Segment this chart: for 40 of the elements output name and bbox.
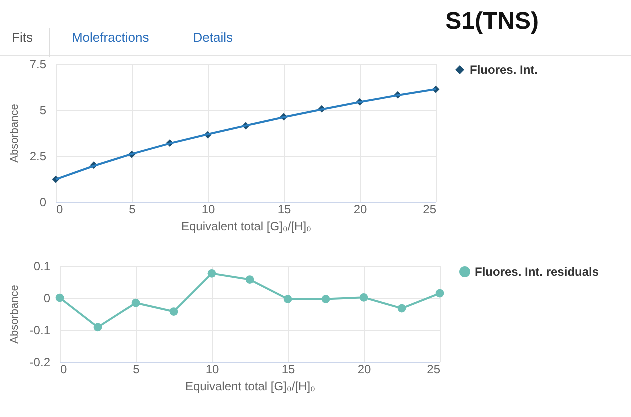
x-tick-label: 15 (278, 202, 292, 216)
x-tick-label: 25 (423, 202, 437, 216)
x-tick-label: 10 (202, 202, 216, 216)
point (94, 323, 102, 332)
legend-label: Fluores. Int. residuals (475, 265, 600, 279)
legend-label: Fluores. Int. (470, 63, 538, 77)
point (398, 304, 406, 313)
point (208, 270, 216, 278)
y-tick-label: 2.5 (30, 150, 47, 164)
point (360, 294, 368, 302)
y-tick-label: -0.2 (30, 356, 51, 370)
x-tick-label: 25 (427, 362, 441, 376)
y-axis-title: Absorbance (8, 104, 21, 163)
x-axis-title: Equivalent total [G]₀/[H]₀ (185, 380, 316, 394)
text: S1(TNS) (446, 8, 539, 35)
point (56, 294, 64, 302)
x-tick-label: 15 (282, 362, 296, 376)
point (132, 298, 140, 308)
point (284, 295, 292, 304)
text: Details (192, 29, 234, 47)
x-tick-label: 5 (129, 202, 136, 216)
point (170, 308, 178, 316)
x-tick-label: 10 (206, 362, 220, 376)
y-tick-label: 5 (40, 104, 47, 118)
y-tick-label: 7.5 (30, 58, 47, 72)
y-tick-label: -0.1 (30, 324, 51, 338)
x-tick-label: 20 (354, 202, 368, 216)
point (322, 295, 330, 304)
text: Fits (0, 28, 50, 57)
point (246, 276, 254, 284)
x-tick-label: 20 (358, 362, 372, 376)
x-tick-label: 0 (56, 202, 64, 216)
y-tick-label: 0.1 (34, 260, 51, 274)
point (436, 289, 444, 298)
x-axis-title: Equivalent total [G]₀/[H]₀ (181, 220, 312, 234)
x-tick-label: 5 (133, 362, 140, 376)
text: Molefractions (70, 29, 150, 47)
x-tick-label: 0 (60, 362, 68, 376)
y-tick-label: 0 (44, 292, 51, 306)
y-axis-title: Absorbance (8, 285, 21, 344)
